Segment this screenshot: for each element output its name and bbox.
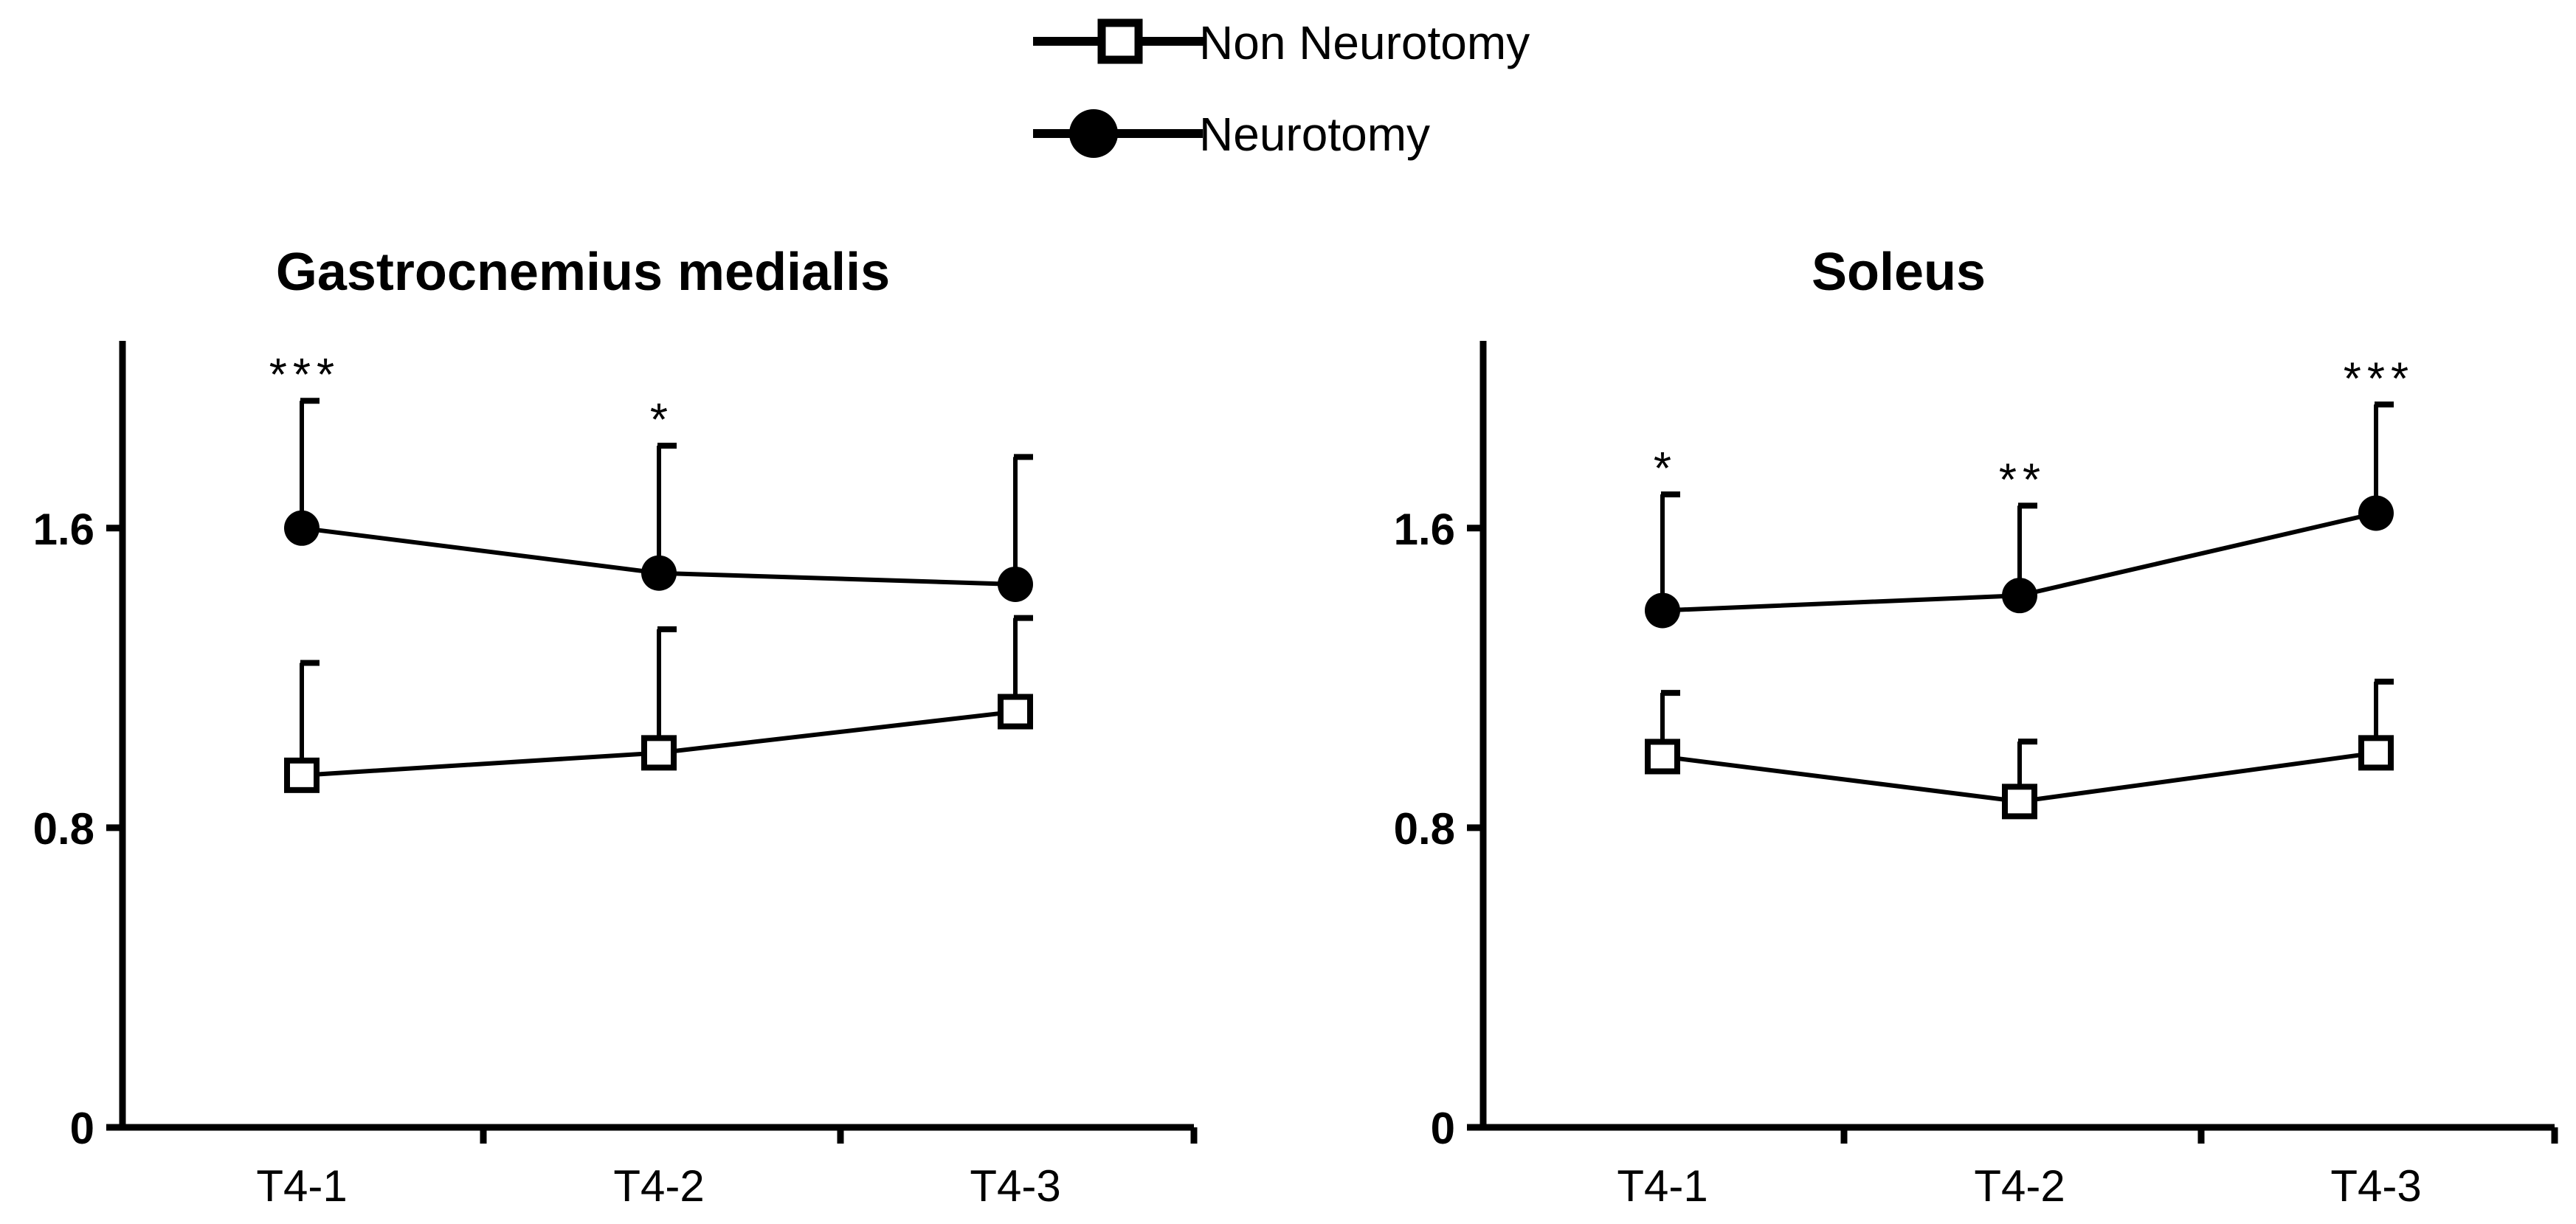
legend-item-non-neurotomy: Non Neurotomy bbox=[1033, 16, 1530, 69]
y-tick-label: 0 bbox=[70, 1104, 94, 1153]
y-tick-label: 1.6 bbox=[33, 505, 94, 554]
x-tick-label: T4-1 bbox=[256, 1161, 347, 1211]
data-point-non-neurotomy bbox=[2002, 784, 2037, 820]
data-point-non-neurotomy bbox=[284, 757, 320, 793]
data-point-non-neurotomy bbox=[998, 694, 1033, 730]
y-tick-label: 1.6 bbox=[1394, 505, 1455, 554]
y-tick-label: 0.8 bbox=[33, 804, 94, 854]
y-tick-label: 0.8 bbox=[1394, 804, 1455, 854]
x-tick-label: T4-1 bbox=[1617, 1161, 1707, 1211]
x-tick-label: T4-2 bbox=[1974, 1161, 2065, 1211]
significance-label: ** bbox=[1999, 454, 2046, 505]
data-point-neurotomy bbox=[641, 555, 677, 591]
legend-label-non-neurotomy: Non Neurotomy bbox=[1199, 16, 1530, 69]
legend-marker-open-square bbox=[1097, 18, 1143, 64]
legend-label-neurotomy: Neurotomy bbox=[1199, 108, 1430, 161]
chart-title: Soleus bbox=[1812, 243, 1986, 302]
legend-marker-filled-circle bbox=[1069, 109, 1118, 158]
chart-title: Gastrocnemius medialis bbox=[276, 243, 890, 302]
chart-panel-gastrocnemius-medialis: Gastrocnemius medialis 0 0.8 1.6 T4-1 T4-2 T… bbox=[33, 243, 1198, 1211]
y-tick-label: 0 bbox=[1431, 1104, 1455, 1153]
x-tick-label: T4-3 bbox=[970, 1161, 1060, 1211]
legend: Non Neurotomy Neurotomy bbox=[1033, 16, 1530, 161]
data-point-non-neurotomy bbox=[1645, 739, 1680, 775]
x-tick-label: T4-2 bbox=[613, 1161, 704, 1211]
data-point-neurotomy bbox=[998, 566, 1033, 602]
data-point-neurotomy bbox=[284, 510, 320, 546]
chart-panel-soleus: Soleus 00.81.6 T4-1 T4-2 T4-3 * ***** bbox=[1394, 243, 2558, 1211]
data-point-non-neurotomy bbox=[2358, 735, 2394, 771]
significance-label: * bbox=[650, 395, 674, 446]
data-point-neurotomy bbox=[2002, 578, 2037, 614]
legend-item-neurotomy: Neurotomy bbox=[1033, 108, 1430, 161]
data-point-neurotomy bbox=[2358, 495, 2394, 531]
x-tick-label: T4-3 bbox=[2330, 1161, 2421, 1211]
significance-label: *** bbox=[2344, 353, 2414, 404]
data-point-neurotomy bbox=[1645, 592, 1680, 629]
data-point-non-neurotomy bbox=[641, 735, 677, 771]
significance-label: * bbox=[1654, 443, 1677, 494]
significance-label: *** bbox=[269, 350, 340, 401]
